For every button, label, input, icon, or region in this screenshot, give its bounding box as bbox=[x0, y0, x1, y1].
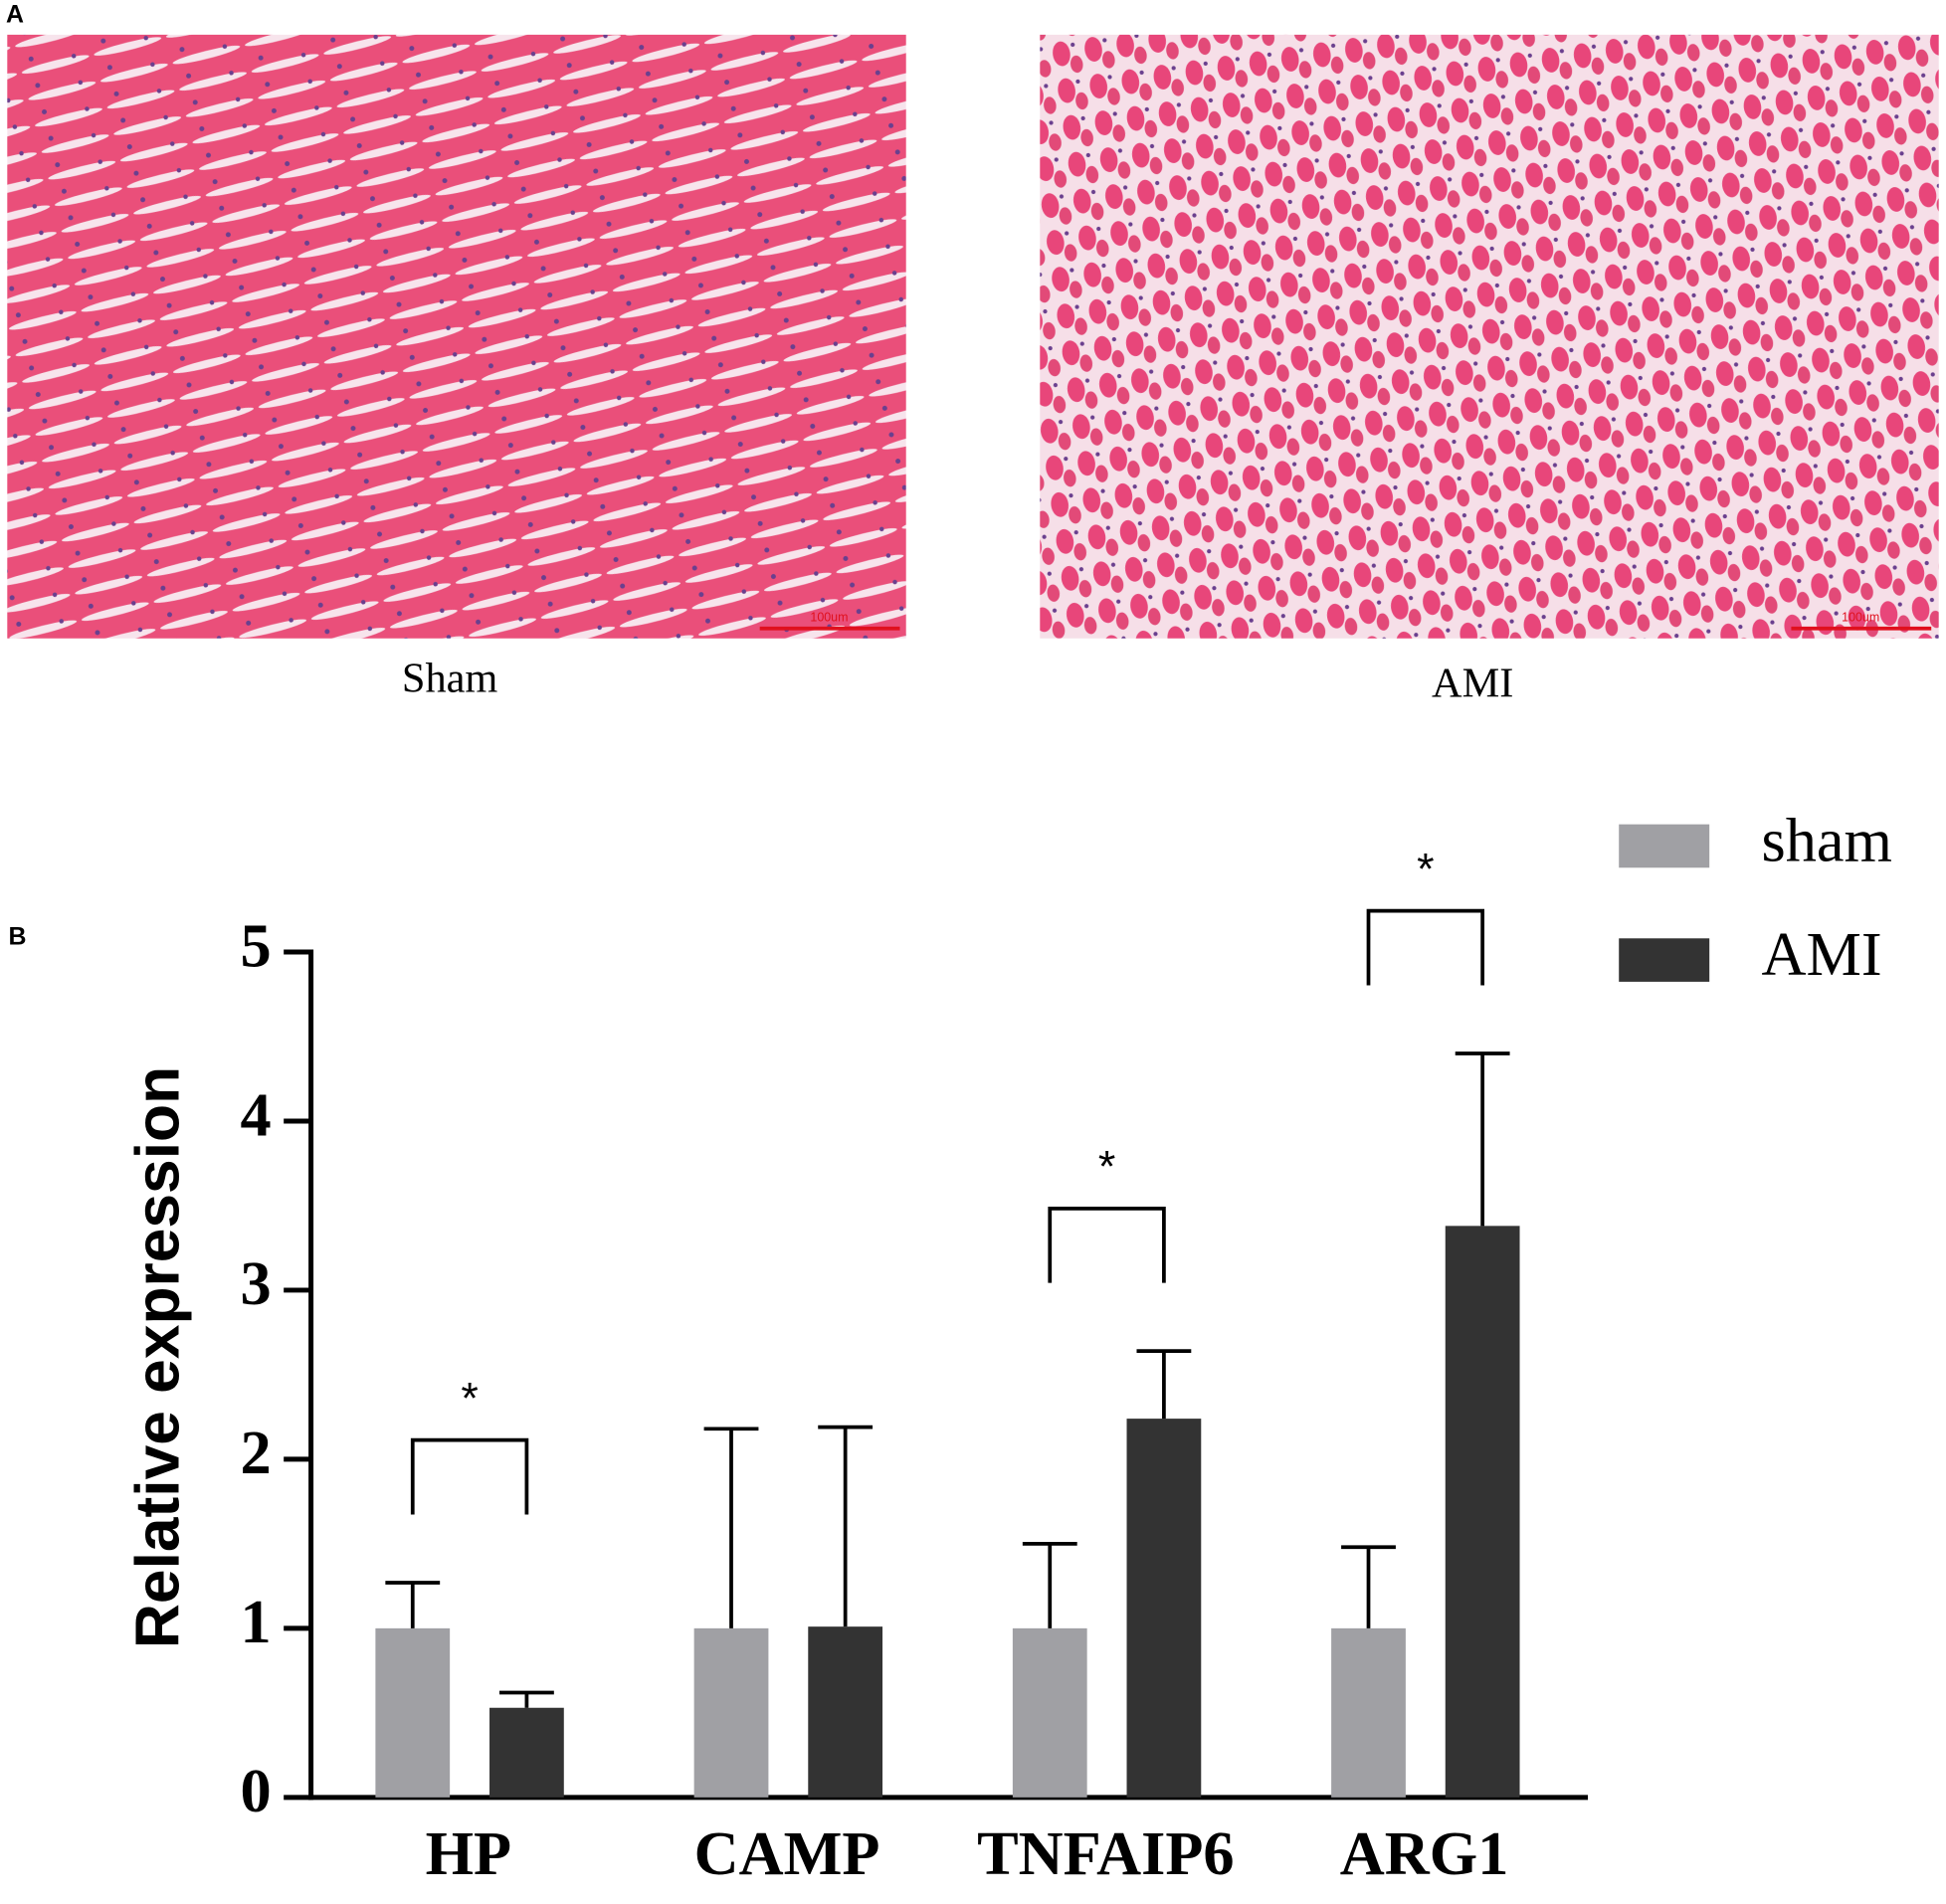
x-tick-label: TNFAIP6 bbox=[977, 1819, 1234, 1888]
y-tick-label: 5 bbox=[241, 911, 272, 980]
significance-bracket bbox=[1048, 1206, 1166, 1283]
bar bbox=[375, 1627, 451, 1798]
image-caption: AMI bbox=[1432, 660, 1513, 706]
y-tick-label: 1 bbox=[241, 1588, 272, 1656]
scale-bar-label: 100um bbox=[810, 610, 848, 624]
legend-swatch bbox=[1619, 824, 1710, 868]
significance-bracket bbox=[1366, 908, 1485, 986]
y-tick-label: 3 bbox=[241, 1249, 272, 1318]
y-tick-label: 0 bbox=[241, 1757, 272, 1825]
x-tick-label: ARG1 bbox=[1340, 1819, 1509, 1888]
bar bbox=[808, 1626, 883, 1798]
bar bbox=[1445, 1226, 1520, 1798]
bar bbox=[489, 1707, 564, 1798]
bar bbox=[693, 1627, 769, 1798]
x-tick-label: HP bbox=[426, 1819, 512, 1888]
legend-label: AMI bbox=[1762, 920, 1882, 989]
bar bbox=[1331, 1627, 1406, 1798]
x-tick-label: CAMP bbox=[694, 1819, 880, 1888]
significance-label: * bbox=[1098, 1140, 1115, 1191]
panel-label: A bbox=[6, 0, 24, 28]
image-caption: Sham bbox=[402, 655, 498, 701]
legend-swatch bbox=[1619, 938, 1710, 982]
bar bbox=[1012, 1627, 1087, 1798]
bar bbox=[1126, 1419, 1202, 1798]
y-axis-label: Relative expression bbox=[124, 1066, 193, 1648]
legend-label: sham bbox=[1762, 806, 1893, 874]
panel-label: B bbox=[9, 923, 27, 951]
histology-image bbox=[1040, 34, 1939, 639]
scale-bar-label: 100um bbox=[1842, 610, 1879, 624]
histology-image bbox=[7, 34, 906, 639]
significance-label: * bbox=[1417, 843, 1434, 893]
significance-label: * bbox=[461, 1372, 478, 1423]
y-tick-label: 4 bbox=[241, 1080, 272, 1149]
significance-bracket bbox=[410, 1437, 529, 1515]
y-tick-label: 2 bbox=[241, 1419, 272, 1487]
